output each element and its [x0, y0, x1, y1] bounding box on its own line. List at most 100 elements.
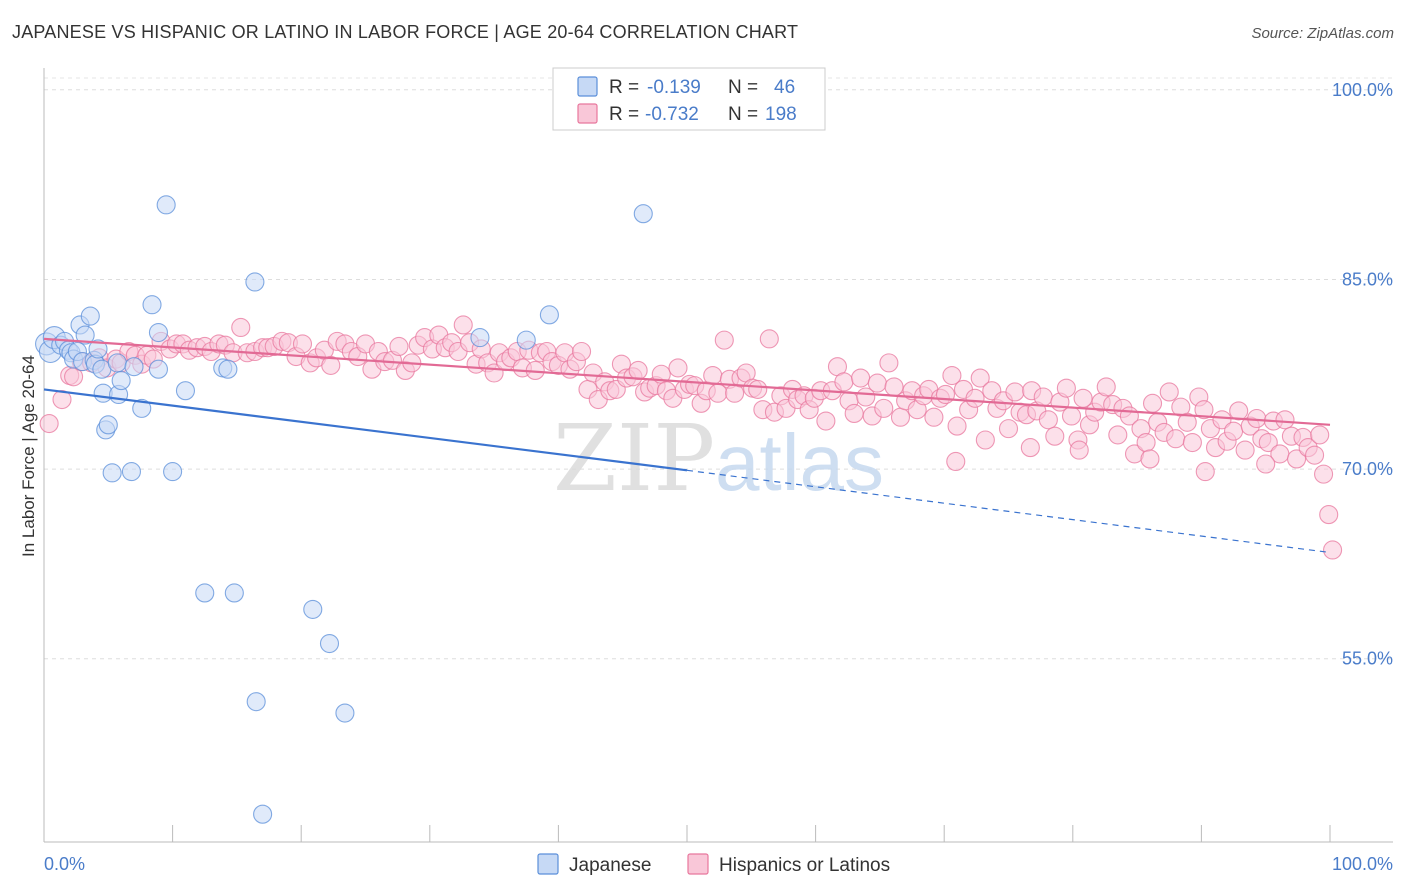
legend-swatch-hispanic	[577, 103, 598, 124]
legend-bottom-label-japanese: Japanese	[569, 855, 651, 876]
points-layer	[35, 195, 1343, 824]
hispanic-point	[1056, 378, 1076, 398]
x-tick-label: 0.0%	[44, 854, 85, 874]
hispanic-point	[1166, 429, 1186, 449]
tick-label-layer: 100.0% 85.0% 70.0% 55.0% 0.0% 100.0%	[44, 80, 1393, 874]
legend-n-value-hispanic: 198	[765, 104, 797, 125]
hispanic-point	[1235, 440, 1255, 460]
japanese-point	[102, 463, 122, 483]
hispanic-point	[292, 334, 313, 354]
japanese-point	[633, 204, 653, 224]
hispanic-point	[1194, 400, 1214, 420]
japanese-point	[124, 357, 144, 377]
legend-swatch-japanese	[577, 76, 598, 97]
japanese-point	[88, 339, 108, 359]
hispanic-point	[874, 398, 894, 418]
legend-bottom: Japanese Hispanics or Latinos	[537, 853, 890, 876]
japanese-point	[175, 381, 196, 401]
japanese-point	[156, 195, 176, 215]
hispanic-point	[970, 368, 990, 388]
hispanic-point	[1177, 412, 1197, 432]
hispanic-point	[1258, 432, 1278, 453]
hispanic-point	[628, 360, 648, 381]
hispanic-point	[1136, 432, 1156, 453]
axes-layer	[43, 68, 1393, 843]
legend-n-value-japanese: 46	[774, 77, 795, 98]
hispanic-point	[1108, 425, 1128, 445]
hispanic-point	[1275, 410, 1295, 430]
watermark-text-zip: ZIP	[553, 405, 715, 512]
japanese-point	[246, 692, 266, 712]
legend-n-label-hispanic: N =	[728, 104, 758, 125]
japanese-point	[218, 359, 238, 379]
hispanic-point	[965, 388, 985, 408]
hispanic-point	[867, 373, 887, 393]
hispanic-point	[946, 451, 966, 472]
hispanic-point	[1038, 410, 1058, 430]
legend-bottom-swatch-japanese	[537, 853, 559, 875]
hispanic-point	[1287, 449, 1307, 469]
hispanic-point	[1305, 445, 1325, 465]
hispanic-point	[890, 407, 911, 427]
hispanic-point	[231, 317, 251, 338]
hispanic-point	[389, 336, 409, 356]
hispanic-point	[748, 379, 768, 399]
hispanic-point	[759, 329, 779, 349]
y-tick-label: 55.0%	[1342, 649, 1393, 669]
japanese-point	[132, 398, 152, 418]
hispanic-point	[1069, 440, 1089, 460]
hispanic-point	[1323, 540, 1343, 560]
hispanic-point	[851, 368, 871, 388]
legend-box	[552, 67, 826, 131]
hispanic-point	[703, 365, 723, 386]
hispanic-point	[668, 358, 688, 378]
legend-bottom-swatch-hispanic	[687, 853, 709, 875]
japanese-point	[142, 295, 162, 315]
japanese-point	[121, 462, 141, 482]
hispanic-point	[1096, 377, 1116, 397]
legend-r-value-japanese: -0.139	[647, 77, 701, 98]
hispanic-point	[1229, 401, 1249, 421]
y-axis-label: In Labor Force | Age 20-64	[19, 355, 38, 557]
hispanic-point	[1005, 382, 1025, 402]
hispanic-point	[998, 419, 1019, 439]
hispanic-trend-line	[43, 337, 1331, 426]
hispanic-point	[879, 353, 899, 373]
hispanic-point	[942, 365, 962, 386]
hispanic-point	[1314, 464, 1334, 484]
japanese-point	[303, 599, 323, 619]
y-tick-label: 85.0%	[1342, 269, 1393, 289]
hispanic-point	[1182, 432, 1202, 453]
legend-n-label-japanese: N =	[728, 77, 758, 98]
hispanic-point	[453, 315, 473, 335]
hispanic-point	[1033, 387, 1053, 407]
japanese-point	[470, 328, 490, 348]
legend-bottom-label-hispanic: Hispanics or Latinos	[719, 855, 890, 876]
legend-r-label-hispanic: R =	[609, 104, 639, 125]
hispanic-point	[39, 414, 59, 434]
hispanic-point	[571, 341, 592, 362]
japanese-point	[245, 272, 265, 292]
japanese-point	[319, 633, 340, 654]
hispanic-point	[947, 416, 967, 436]
hispanic-point	[844, 403, 864, 423]
japanese-point	[111, 371, 131, 391]
japanese-point	[516, 330, 536, 350]
japanese-point	[107, 353, 127, 373]
chart-title: JAPANESE VS HISPANIC OR LATINO IN LABOR …	[12, 22, 799, 42]
japanese-point	[148, 322, 169, 343]
hispanic-point	[1045, 426, 1065, 446]
hispanic-point	[1140, 449, 1160, 469]
hispanic-point	[1319, 505, 1339, 525]
japanese-point	[195, 583, 215, 603]
japanese-point	[163, 462, 183, 482]
y-tick-label: 100.0%	[1332, 80, 1393, 100]
japanese-point	[335, 703, 355, 723]
legend-r-value-hispanic: -0.732	[645, 104, 699, 125]
legend-top: R = -0.139 N = 46 R = -0.732 N = 198	[552, 67, 826, 131]
hispanic-point	[1195, 462, 1215, 482]
japanese-trend-extension	[686, 469, 1331, 554]
legend-r-label-japanese: R =	[609, 77, 639, 98]
japanese-point	[80, 306, 100, 326]
trend-layer	[43, 337, 1331, 554]
